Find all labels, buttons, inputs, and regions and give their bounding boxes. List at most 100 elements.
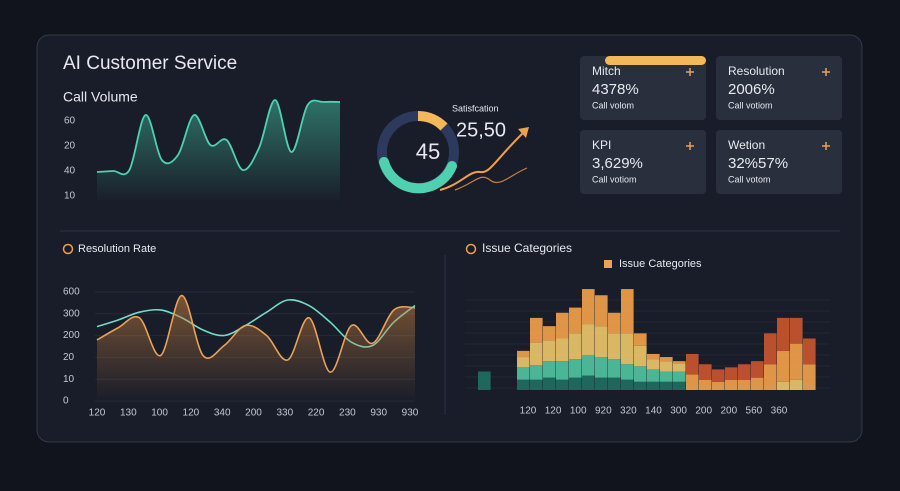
bar-segment <box>777 317 790 351</box>
bar-segment <box>673 361 686 364</box>
bar-segment <box>621 364 634 380</box>
x-tick-label: 230 <box>339 408 356 419</box>
bar-segment <box>530 317 543 343</box>
bar-segment <box>621 289 634 334</box>
x-tick-label: 560 <box>746 406 763 417</box>
plus-icon <box>822 142 830 150</box>
y-tick-label: 300 <box>63 308 80 319</box>
bar-segment <box>595 326 608 358</box>
bar-segment <box>673 363 686 372</box>
x-tick-label: 100 <box>570 406 587 417</box>
card-caption: Call votiom <box>592 174 637 184</box>
bar-segment <box>699 364 712 380</box>
card-caption: Call votiom <box>728 100 773 110</box>
plus-icon <box>822 68 830 76</box>
card-value: 32%57% <box>728 155 788 172</box>
x-tick-label: 930 <box>402 408 419 419</box>
bar-segment <box>543 361 556 378</box>
icon <box>62 243 74 255</box>
bar-segment <box>582 354 595 376</box>
card-title: Mitch <box>592 64 621 78</box>
card-title: KPI <box>592 138 611 152</box>
bar-segment <box>530 379 543 390</box>
x-tick-label: 100 <box>151 408 168 419</box>
y-tick-label: 10 <box>64 191 76 202</box>
bar-segment <box>673 381 686 390</box>
gauge-value: 25,50 <box>456 119 506 141</box>
card-caption: Call votom <box>728 174 771 184</box>
x-tick-label: 360 <box>771 406 788 417</box>
bar-segment <box>790 317 803 344</box>
y-tick-label: 20 <box>63 352 75 363</box>
bar-segment <box>569 359 582 378</box>
bar-segment <box>764 364 777 390</box>
line <box>96 294 416 373</box>
card-title: Resolution <box>728 64 785 78</box>
bar-segment <box>556 338 569 362</box>
bar-segment <box>621 379 634 390</box>
bar-segment <box>777 381 790 390</box>
bar-segment <box>634 366 647 382</box>
bar-segment <box>517 350 530 358</box>
x-tick-label: 920 <box>595 406 612 417</box>
bar-segment <box>790 343 803 380</box>
trend-line <box>454 167 528 191</box>
bar-segment <box>777 350 790 382</box>
x-tick-label: 330 <box>276 408 293 419</box>
bar-segment <box>543 326 556 341</box>
bar-segment <box>478 371 491 390</box>
bar-segment <box>673 371 686 382</box>
bar-segment <box>712 369 725 382</box>
bar-segment <box>686 353 699 375</box>
bar-segment <box>647 353 660 360</box>
progress-bar <box>605 56 706 65</box>
bar-segment <box>569 333 582 360</box>
bar-segment <box>530 342 543 366</box>
bar-segment <box>517 379 530 390</box>
bar-segment <box>582 289 595 325</box>
bar-segment <box>569 377 582 390</box>
legend-swatch <box>604 260 612 268</box>
card-value: 4378% <box>592 81 639 98</box>
trend-arrow <box>439 130 526 191</box>
bar-segment <box>634 345 647 367</box>
x-tick-label: 300 <box>670 406 687 417</box>
bar-segment <box>556 379 569 390</box>
area <box>97 295 415 401</box>
bar-segment <box>725 367 738 380</box>
bar-segment <box>751 361 764 378</box>
bar-segment <box>582 324 595 355</box>
bar-segment <box>686 374 699 390</box>
bar-segment <box>660 371 673 382</box>
x-tick-label: 140 <box>645 406 662 417</box>
kpi-card <box>580 56 706 120</box>
bar-segment <box>608 377 621 390</box>
kpi-card <box>716 56 842 120</box>
bar-segment <box>608 333 621 360</box>
card-caption: Call volom <box>592 100 634 110</box>
bar-segment <box>647 369 660 382</box>
area <box>97 99 340 200</box>
x-tick-label: 340 <box>214 408 231 419</box>
line <box>96 99 341 176</box>
y-tick-label: 600 <box>63 287 80 298</box>
title: AI Customer Service <box>63 53 237 74</box>
x-tick-label: 930 <box>370 408 387 419</box>
gauge-score: 45 <box>416 139 440 164</box>
bar-segment <box>634 333 647 346</box>
bar-segment <box>543 340 556 362</box>
legend-label: Issue Categories <box>619 258 702 270</box>
bar-segment <box>608 312 621 334</box>
bar-segment <box>569 307 582 334</box>
bar-segment <box>556 361 569 380</box>
x-tick-label: 120 <box>183 408 200 419</box>
bar-segment <box>595 377 608 390</box>
bar-segment <box>608 359 621 378</box>
gauge-arc <box>417 110 448 131</box>
bar-segment <box>725 379 738 390</box>
y-tick-label: 40 <box>64 166 76 177</box>
kpi-card <box>716 130 842 194</box>
bar-segment <box>595 357 608 378</box>
